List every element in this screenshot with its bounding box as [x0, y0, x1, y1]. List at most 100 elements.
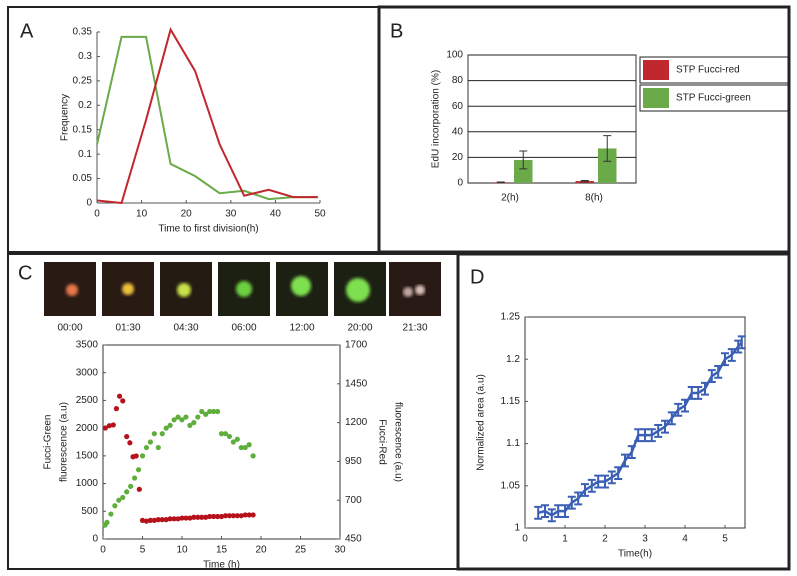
time-label: 00:00: [57, 323, 82, 334]
point: [163, 425, 169, 431]
x-tick-label: 40: [270, 209, 282, 220]
error-bar: [714, 364, 723, 379]
point: [211, 408, 217, 415]
x-tick-label: 0: [522, 534, 528, 545]
point: [218, 513, 225, 520]
point: [242, 512, 248, 518]
error-bar: [561, 504, 569, 519]
point: [222, 431, 229, 437]
point: [183, 414, 189, 420]
y-tick-label: 1.25: [501, 312, 521, 323]
y-axis-label: Fucci-Green: [43, 414, 54, 469]
error-bar: [661, 419, 669, 434]
error-bar: [534, 505, 543, 520]
point: [203, 514, 209, 520]
point: [102, 425, 108, 431]
point: [191, 420, 197, 426]
point: [230, 513, 236, 519]
legend-box: [639, 84, 790, 112]
y2-tick-label: 950: [345, 456, 362, 467]
point: [242, 444, 248, 451]
error-bar: [603, 135, 612, 162]
legend-label: STP Fucci-red: [676, 65, 740, 76]
point: [120, 398, 126, 404]
y-tick-label: 500: [81, 506, 98, 517]
x-tick-label: 2: [602, 534, 608, 545]
point: [147, 517, 153, 523]
x-tick-label: 0: [94, 209, 100, 220]
micrograph: [389, 262, 441, 316]
error-bar: [614, 466, 623, 481]
point: [230, 439, 236, 445]
time-label: 01:30: [115, 323, 140, 334]
point: [135, 467, 142, 473]
point: [238, 444, 244, 451]
cell: [415, 285, 425, 295]
point: [218, 431, 225, 437]
y2-tick-label: 1200: [345, 417, 368, 428]
point: [116, 497, 122, 503]
y-tick-label: 0: [86, 198, 92, 209]
point: [110, 422, 116, 428]
y2-axis-label: Fucci-Red: [376, 419, 387, 465]
point: [195, 514, 201, 520]
point: [199, 514, 205, 520]
error-bar: [667, 411, 676, 426]
point: [226, 433, 232, 440]
x-tick-label: 5: [140, 545, 146, 556]
panel-frame: [456, 252, 791, 571]
x-tick-label: 4: [682, 534, 688, 545]
error-bar: [547, 508, 556, 523]
point: [112, 503, 118, 509]
y-tick-label: 80: [452, 75, 464, 86]
point: [116, 393, 123, 399]
x-tick-label: 20: [255, 545, 267, 556]
y-tick-label: 3500: [76, 340, 99, 351]
panel-label: A: [20, 20, 34, 42]
x-tick-label: 8(h): [585, 193, 603, 204]
error-bar: [587, 478, 596, 493]
point: [155, 517, 161, 523]
y-tick-label: 2000: [76, 423, 99, 434]
time-label: 20:00: [347, 323, 372, 334]
point: [175, 414, 181, 420]
y-tick-label: 0.35: [73, 27, 93, 38]
bar: [598, 148, 617, 183]
cell: [122, 283, 134, 295]
line-series: [96, 35, 318, 201]
x-tick-label: 3: [642, 534, 648, 545]
point: [183, 515, 189, 521]
time-label: 06:00: [231, 323, 256, 334]
point: [151, 431, 157, 437]
error-bar: [627, 445, 636, 459]
y-axis-label: Normalized area (a.u): [476, 374, 487, 471]
x-tick-label: 5: [722, 534, 728, 545]
y2-axis-label: fluorescence (a.u): [392, 402, 403, 482]
point: [113, 406, 120, 412]
point: [207, 408, 213, 415]
bar: [514, 159, 533, 183]
point: [179, 417, 185, 423]
y-tick-label: 0.25: [73, 75, 93, 86]
point: [171, 417, 177, 423]
error-bar: [641, 428, 649, 443]
x-tick-label: 10: [176, 545, 188, 556]
panel-label: C: [18, 262, 32, 284]
x-axis-label: Time to first division(h): [158, 224, 258, 235]
error-bar: [737, 335, 746, 350]
point: [108, 511, 114, 517]
point: [171, 516, 177, 522]
y-tick-label: 0.05: [73, 173, 93, 184]
y-tick-label: 2500: [76, 395, 99, 406]
point: [207, 513, 213, 520]
x-tick-label: 30: [334, 545, 346, 556]
y-tick-label: 0.3: [78, 51, 92, 62]
y-tick-label: 0: [92, 534, 98, 545]
error-bar: [634, 428, 643, 443]
error-bar: [727, 348, 736, 362]
y-tick-label: 1000: [76, 478, 99, 489]
error-bar: [554, 504, 563, 519]
point: [136, 486, 142, 492]
point: [167, 516, 173, 522]
point: [159, 517, 165, 523]
